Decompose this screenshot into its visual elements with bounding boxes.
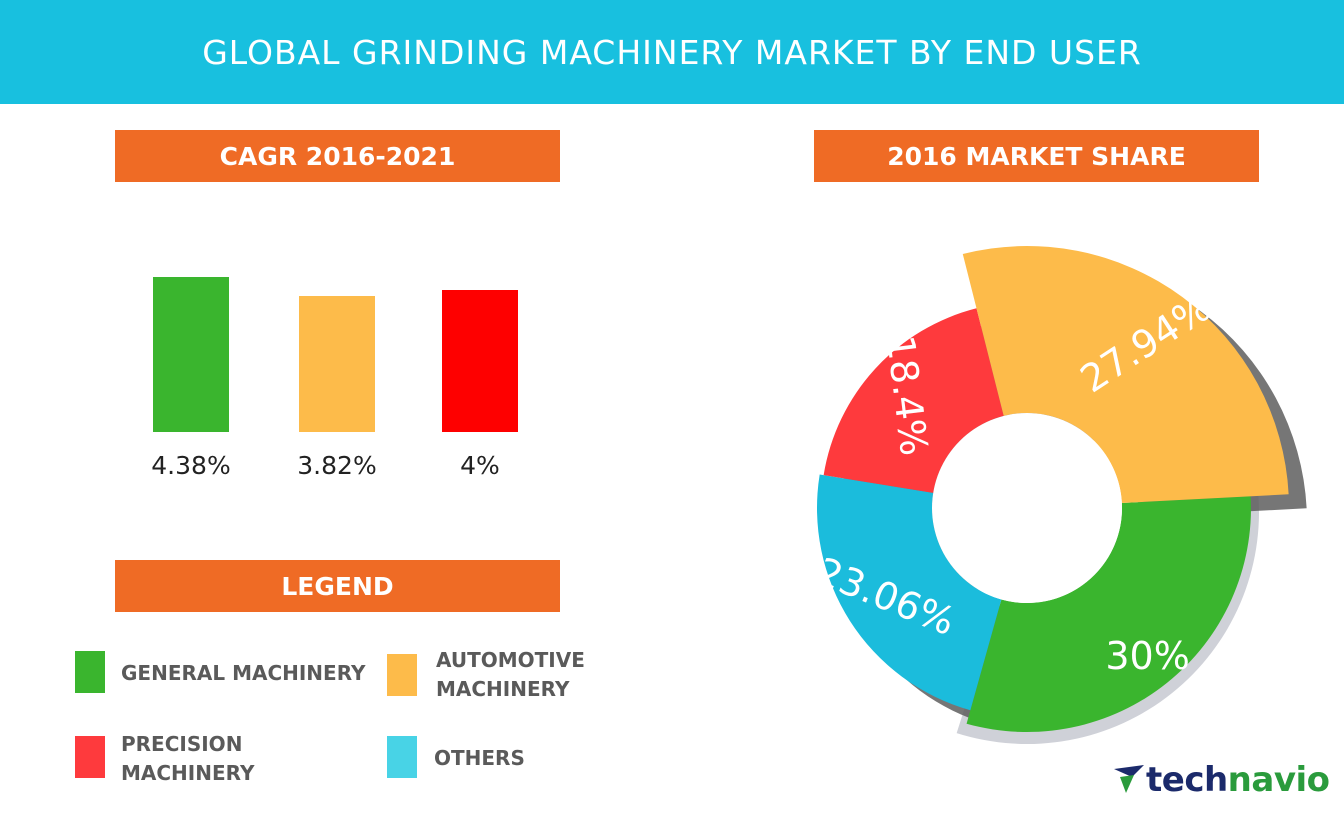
bar-automotive-machinery-label: 3.82% [297,451,377,480]
technavio-logo-icon [1114,765,1144,793]
label-general-machinery: 30% [1105,634,1189,678]
legend-label-automotive-line1: AUTOMOTIVE [436,648,585,672]
legend-title: LEGEND [281,571,394,601]
legend-swatch-others [387,736,417,778]
legend-label-precision-line1: PRECISION [121,732,243,756]
donut-center-hole [932,413,1122,603]
slice-automotive-machinery [962,246,1289,504]
legend-swatch-precision [75,736,105,778]
bar-precision-machinery-label: 4% [460,451,500,480]
cagr-banner: CAGR 2016-2021 [115,130,560,182]
legend-swatch-automotive [387,654,417,696]
legend-label-precision-line2: MACHINERY [121,761,255,785]
legend-label-automotive: AUTOMOTIVE MACHINERY [436,646,585,704]
legend-label-others: OTHERS [434,746,525,770]
donut-slice-layer: 30%23.06%18.4% 27.94% [810,246,1289,732]
page-title: GLOBAL GRINDING MACHINERY MARKET BY END … [202,32,1142,72]
slice-precision-machinery [823,308,1004,493]
legend-label-automotive-line2: MACHINERY [436,677,570,701]
bar-general-machinery [153,276,229,432]
technavio-logo: technavio [1112,758,1330,802]
slice-general-machinery [966,496,1251,732]
technavio-logo-text: technavio [1146,760,1330,800]
legend-label-precision: PRECISION MACHINERY [121,730,254,788]
bar-automotive-machinery [299,296,375,432]
bar-general-machinery-label: 4.38% [151,451,231,480]
market-share-donut-chart: 30%23.06%18.4% 27.94% [810,246,1307,745]
cagr-title: CAGR 2016-2021 [219,141,456,171]
market-share-title: 2016 MARKET SHARE [887,141,1186,171]
header-bar: GLOBAL GRINDING MACHINERY MARKET BY END … [0,0,1344,104]
legend-swatch-general [75,651,105,693]
legend-banner: LEGEND [115,560,560,612]
bar-precision-machinery [442,290,518,432]
slice-others [816,474,1002,711]
market-share-banner: 2016 MARKET SHARE [814,130,1259,182]
legend-label-general: GENERAL MACHINERY [121,661,366,685]
